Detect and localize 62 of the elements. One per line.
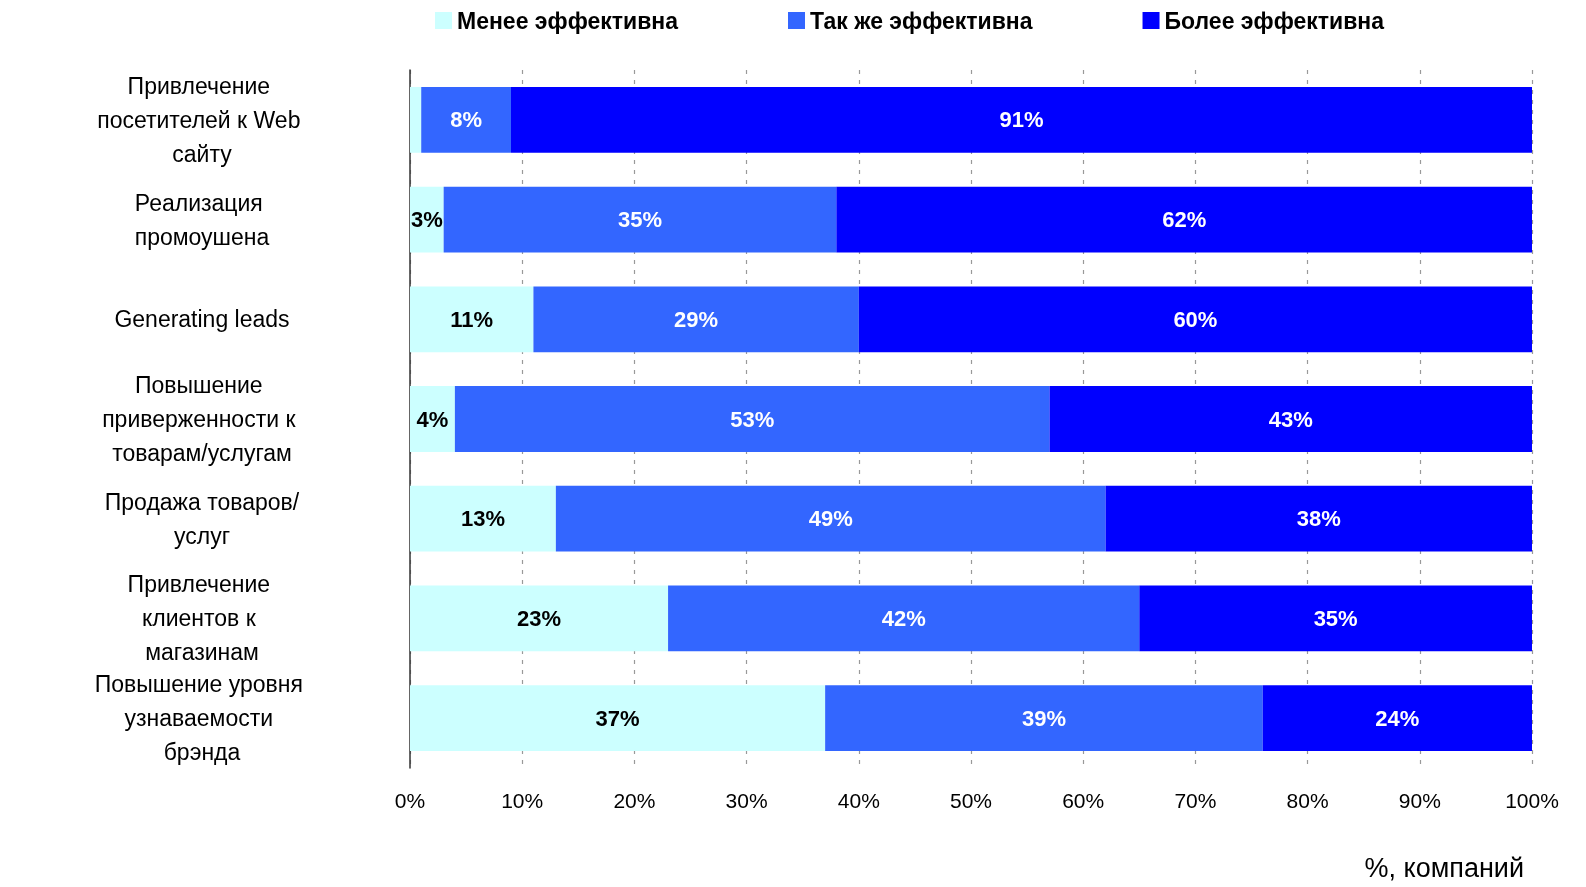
x-tick-label: 40% (837, 789, 880, 812)
data-label: 23% (517, 605, 562, 631)
data-label: 38% (1296, 506, 1341, 532)
data-label: 11% (450, 306, 494, 332)
data-label: 29% (674, 306, 719, 332)
data-label: 42% (881, 605, 926, 631)
data-label: 53% (730, 406, 775, 432)
legend-label: Менее эффективна (457, 7, 679, 34)
bar (410, 585, 669, 652)
bar (1049, 386, 1532, 452)
bar (825, 685, 1263, 752)
data-label: 35% (617, 207, 663, 233)
y-tick-label: Реализация промоушена (134, 189, 270, 250)
data-label: 62% (1162, 207, 1207, 233)
data-label: 37% (595, 705, 640, 731)
bar (1262, 685, 1532, 752)
x-tick-label: 80% (1286, 789, 1329, 812)
data-label: 3% (410, 207, 443, 233)
x-tick-label: 0% (394, 789, 426, 812)
y-tick-label: Привлечение посетителей к Web сайту (97, 72, 307, 167)
legend-label: Так же эффективна (809, 7, 1033, 34)
x-tick-label: 10% (501, 789, 544, 812)
x-tick-label: 100% (1505, 789, 1559, 812)
bar (443, 186, 837, 253)
x-tick-label: 90% (1398, 789, 1441, 812)
bar (410, 86, 422, 153)
bar (421, 86, 511, 153)
x-tick-label: 50% (949, 789, 993, 812)
legend-label: Более эффективна (1164, 7, 1385, 34)
bar (410, 286, 534, 353)
bar (533, 286, 859, 353)
data-label: 4% (416, 406, 449, 432)
data-label: 43% (1268, 406, 1313, 432)
y-tick-label: Повышение приверженности к товарам/услугам (102, 372, 302, 466)
bar (555, 485, 1106, 552)
x-axis-title: %, компаний (1364, 852, 1525, 883)
bar (858, 286, 1532, 353)
data-label: 39% (1021, 705, 1066, 731)
data-label: 8% (450, 107, 482, 133)
bar (410, 485, 556, 552)
x-tick-label: 60% (1062, 789, 1105, 812)
bar (454, 386, 1050, 452)
data-label: 13% (460, 506, 505, 532)
x-tick-label: 20% (613, 789, 656, 812)
x-tick-label: 70% (1174, 789, 1217, 812)
x-tick-label: 30% (725, 789, 768, 812)
y-tick-label: Повышение уровня узнаваемости брэнда (94, 671, 310, 766)
data-label: 24% (1375, 705, 1420, 731)
data-label: 91% (999, 107, 1044, 133)
bar (836, 186, 1532, 253)
bar (510, 86, 1532, 153)
bar (410, 386, 455, 452)
bar (1105, 485, 1532, 552)
y-tick-label: Привлечение клиентов к магазинам (127, 571, 277, 666)
data-label: 49% (808, 506, 853, 532)
y-tick-label: Продажа товаров/услуг (104, 488, 300, 549)
bar (1139, 585, 1532, 652)
data-label: 60% (1173, 306, 1218, 332)
y-tick-label: Generating leads (114, 306, 290, 333)
data-label: 35% (1313, 605, 1358, 631)
bar (410, 685, 826, 752)
bar (668, 585, 1140, 652)
